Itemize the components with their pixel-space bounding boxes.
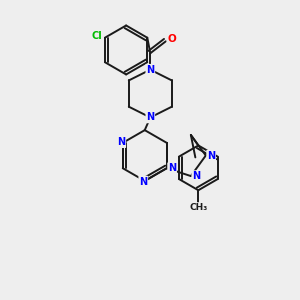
- Text: N: N: [117, 137, 125, 147]
- Text: O: O: [167, 34, 176, 44]
- Text: CH₃: CH₃: [189, 203, 208, 212]
- Text: N: N: [139, 176, 147, 187]
- Text: N: N: [146, 112, 154, 122]
- Text: N: N: [207, 151, 215, 160]
- Text: N: N: [192, 171, 200, 181]
- Text: N: N: [146, 65, 154, 75]
- Text: Cl: Cl: [91, 31, 102, 41]
- Text: N: N: [168, 163, 176, 173]
